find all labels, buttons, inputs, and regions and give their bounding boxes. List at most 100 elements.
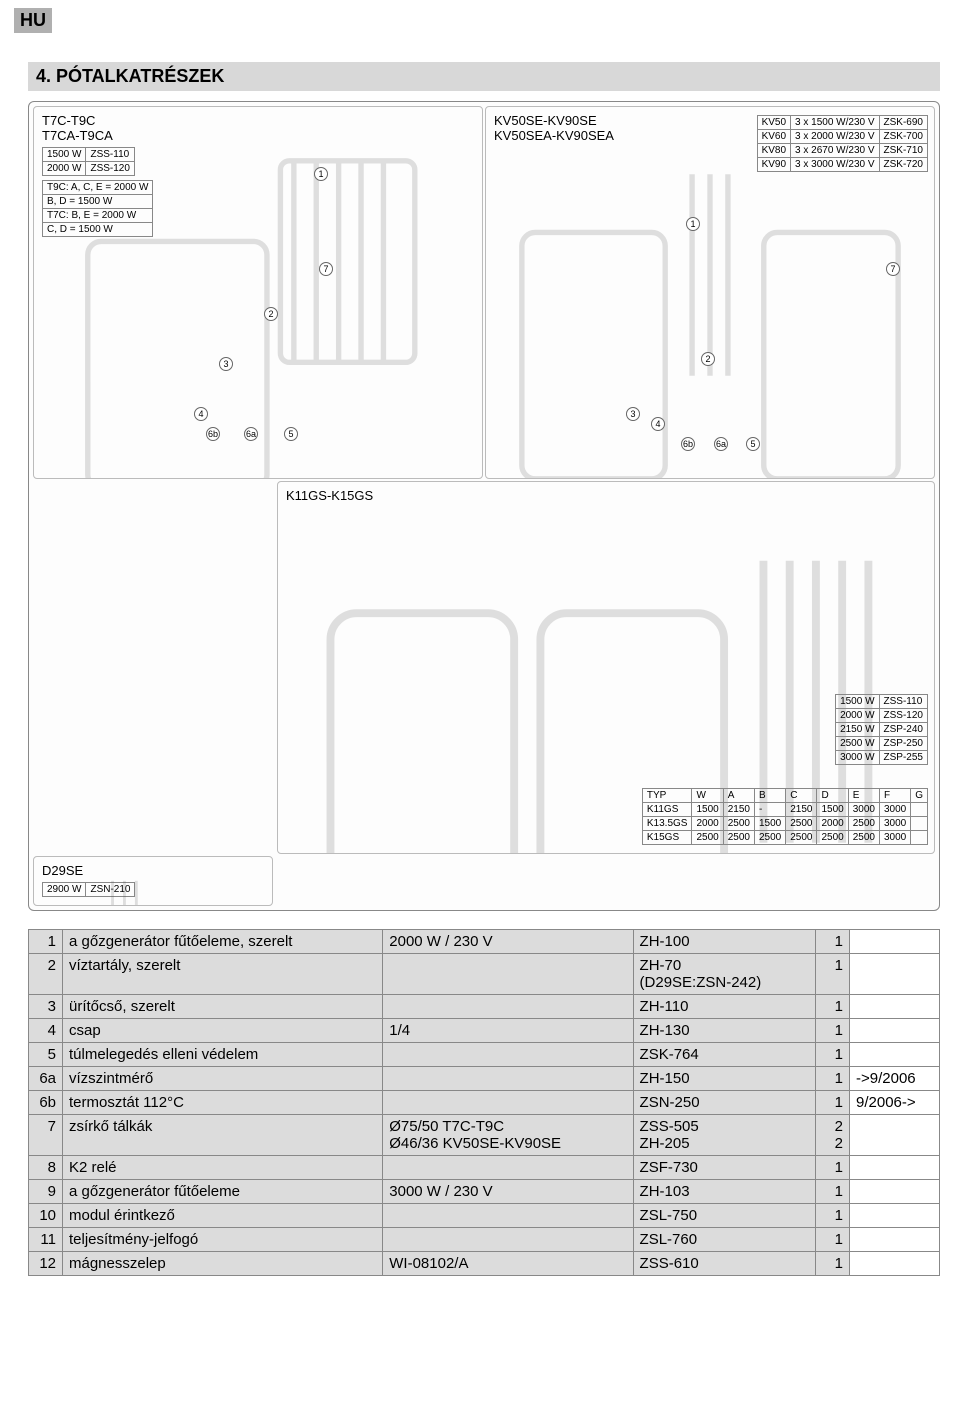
table-row: 6btermosztát 112°CZSN-25019/2006-> [29,1091,940,1115]
table-cell: modul érintkező [63,1204,383,1228]
table-cell: 2 [29,954,63,995]
callout: 5 [284,427,298,441]
callout: 5 [746,437,760,451]
table-row: 6avízszintmérőZH-1501->9/2006 [29,1067,940,1091]
table-cell: vízszintmérő [63,1067,383,1091]
callout: 7 [886,262,900,276]
table-cell: 1 [816,1180,850,1204]
table-cell [850,1252,940,1276]
callout: 6b [206,427,220,441]
callout: 6a [244,427,258,441]
table-cell: 1 [816,1156,850,1180]
table-cell: mágnesszelep [63,1252,383,1276]
table-cell: ZSS-505 ZH-205 [633,1115,815,1156]
table-cell: K2 relé [63,1156,383,1180]
callout: 6a [714,437,728,451]
table-cell: csap [63,1019,383,1043]
diagrams-panel: T7C-T9C T7CA-T9CA 1500 WZSS-110 2000 WZS… [28,101,940,911]
table-cell: 2 2 [816,1115,850,1156]
table-cell [850,1019,940,1043]
table-cell: 10 [29,1204,63,1228]
table-cell: 4 [29,1019,63,1043]
table-row: 7zsírkő tálkákØ75/50 T7C-T9C Ø46/36 KV50… [29,1115,940,1156]
table-cell [383,1228,633,1252]
table-cell: ZSS-610 [633,1252,815,1276]
table-cell: 1/4 [383,1019,633,1043]
table-row: 9a gőzgenerátor fűtőeleme3000 W / 230 VZ… [29,1180,940,1204]
table-cell: 1 [816,1252,850,1276]
table-cell [383,1043,633,1067]
diagram-kv50se-kv90se: KV50SE-KV90SE KV50SEA-KV90SEA KV503 x 15… [485,106,935,479]
table-cell: termosztát 112°C [63,1091,383,1115]
power-table: 1500 WZSS-110 2000 WZSS-120 2150 WZSP-24… [835,694,928,765]
table-cell: 3000 W / 230 V [383,1180,633,1204]
table-cell [850,1156,940,1180]
callout: 2 [264,307,278,321]
table-cell: a gőzgenerátor fűtőeleme [63,1180,383,1204]
table-cell: túlmelegedés elleni védelem [63,1043,383,1067]
table-cell [850,1115,940,1156]
parts-table: 1a gőzgenerátor fűtőeleme, szerelt2000 W… [28,929,940,1276]
table-cell: 7 [29,1115,63,1156]
diagram-t7c-t9c: T7C-T9C T7CA-T9CA 1500 WZSS-110 2000 WZS… [33,106,483,479]
diagram-d29se: D29SE 2900 WZSN-210 1 2 3+4 5 6b [33,856,273,906]
table-cell: ZH-100 [633,930,815,954]
table-cell: 2000 W / 230 V [383,930,633,954]
table-cell: 1 [816,995,850,1019]
table-cell [383,995,633,1019]
table-cell: 3 [29,995,63,1019]
table-cell [850,1204,940,1228]
table-cell: Ø75/50 T7C-T9C Ø46/36 KV50SE-KV90SE [383,1115,633,1156]
table-row: 10modul érintkező ZSL-7501 [29,1204,940,1228]
table-cell: 9 [29,1180,63,1204]
table-cell [850,930,940,954]
table-cell: ->9/2006 [850,1067,940,1091]
table-cell: ZH-70 (D29SE:ZSN-242) [633,954,815,995]
sketch-icon [34,857,272,906]
table-cell: 6a [29,1067,63,1091]
table-row: 8K2 reléZSF-7301 [29,1156,940,1180]
callout: 1 [314,167,328,181]
callout: 4 [194,407,208,421]
typ-table: TYPW AB CD EF G K11GS1500 2150- 21501500… [642,788,928,845]
table-row: 11teljesítmény-jelfogóZSL-7601 [29,1228,940,1252]
table-cell: teljesítmény-jelfogó [63,1228,383,1252]
sketch-icon [34,107,482,479]
table-cell [383,1091,633,1115]
table-row: 2víztartály, szereltZH-70 (D29SE:ZSN-242… [29,954,940,995]
table-cell: a gőzgenerátor fűtőeleme, szerelt [63,930,383,954]
table-cell: 5 [29,1043,63,1067]
table-cell: ZSL-750 [633,1204,815,1228]
table-cell: 1 [816,1019,850,1043]
table-row: 1a gőzgenerátor fűtőeleme, szerelt2000 W… [29,930,940,954]
callout: 4 [651,417,665,431]
table-cell: 1 [816,1228,850,1252]
table-cell [850,1228,940,1252]
table-cell: ZSL-760 [633,1228,815,1252]
table-cell: 1 [816,1204,850,1228]
table-cell: zsírkő tálkák [63,1115,383,1156]
table-cell: ZH-130 [633,1019,815,1043]
table-cell [850,1180,940,1204]
callout: 1 [686,217,700,231]
table-cell: ZSF-730 [633,1156,815,1180]
callout: 7 [319,262,333,276]
callout: 3 [626,407,640,421]
callout: 6b [681,437,695,451]
table-cell: ZH-150 [633,1067,815,1091]
diagram-k11gs-k15gs: K11GS-K15GS 1500 WZSS-110 2000 WZSS-120 … [277,481,935,854]
table-row: 3ürítőcső, szereltZH-1101 [29,995,940,1019]
table-cell: ZSK-764 [633,1043,815,1067]
table-cell [850,995,940,1019]
table-row: 5túlmelegedés elleni védelem ZSK-7641 [29,1043,940,1067]
table-cell: ZSN-250 [633,1091,815,1115]
table-cell: 1 [816,954,850,995]
table-cell: WI-08102/A [383,1252,633,1276]
table-cell: 1 [816,1043,850,1067]
table-cell: 6b [29,1091,63,1115]
table-cell [383,1156,633,1180]
section-heading: 4. PÓTALKATRÉSZEK [28,62,940,91]
table-cell: 1 [29,930,63,954]
table-cell [383,954,633,995]
table-cell [850,954,940,995]
